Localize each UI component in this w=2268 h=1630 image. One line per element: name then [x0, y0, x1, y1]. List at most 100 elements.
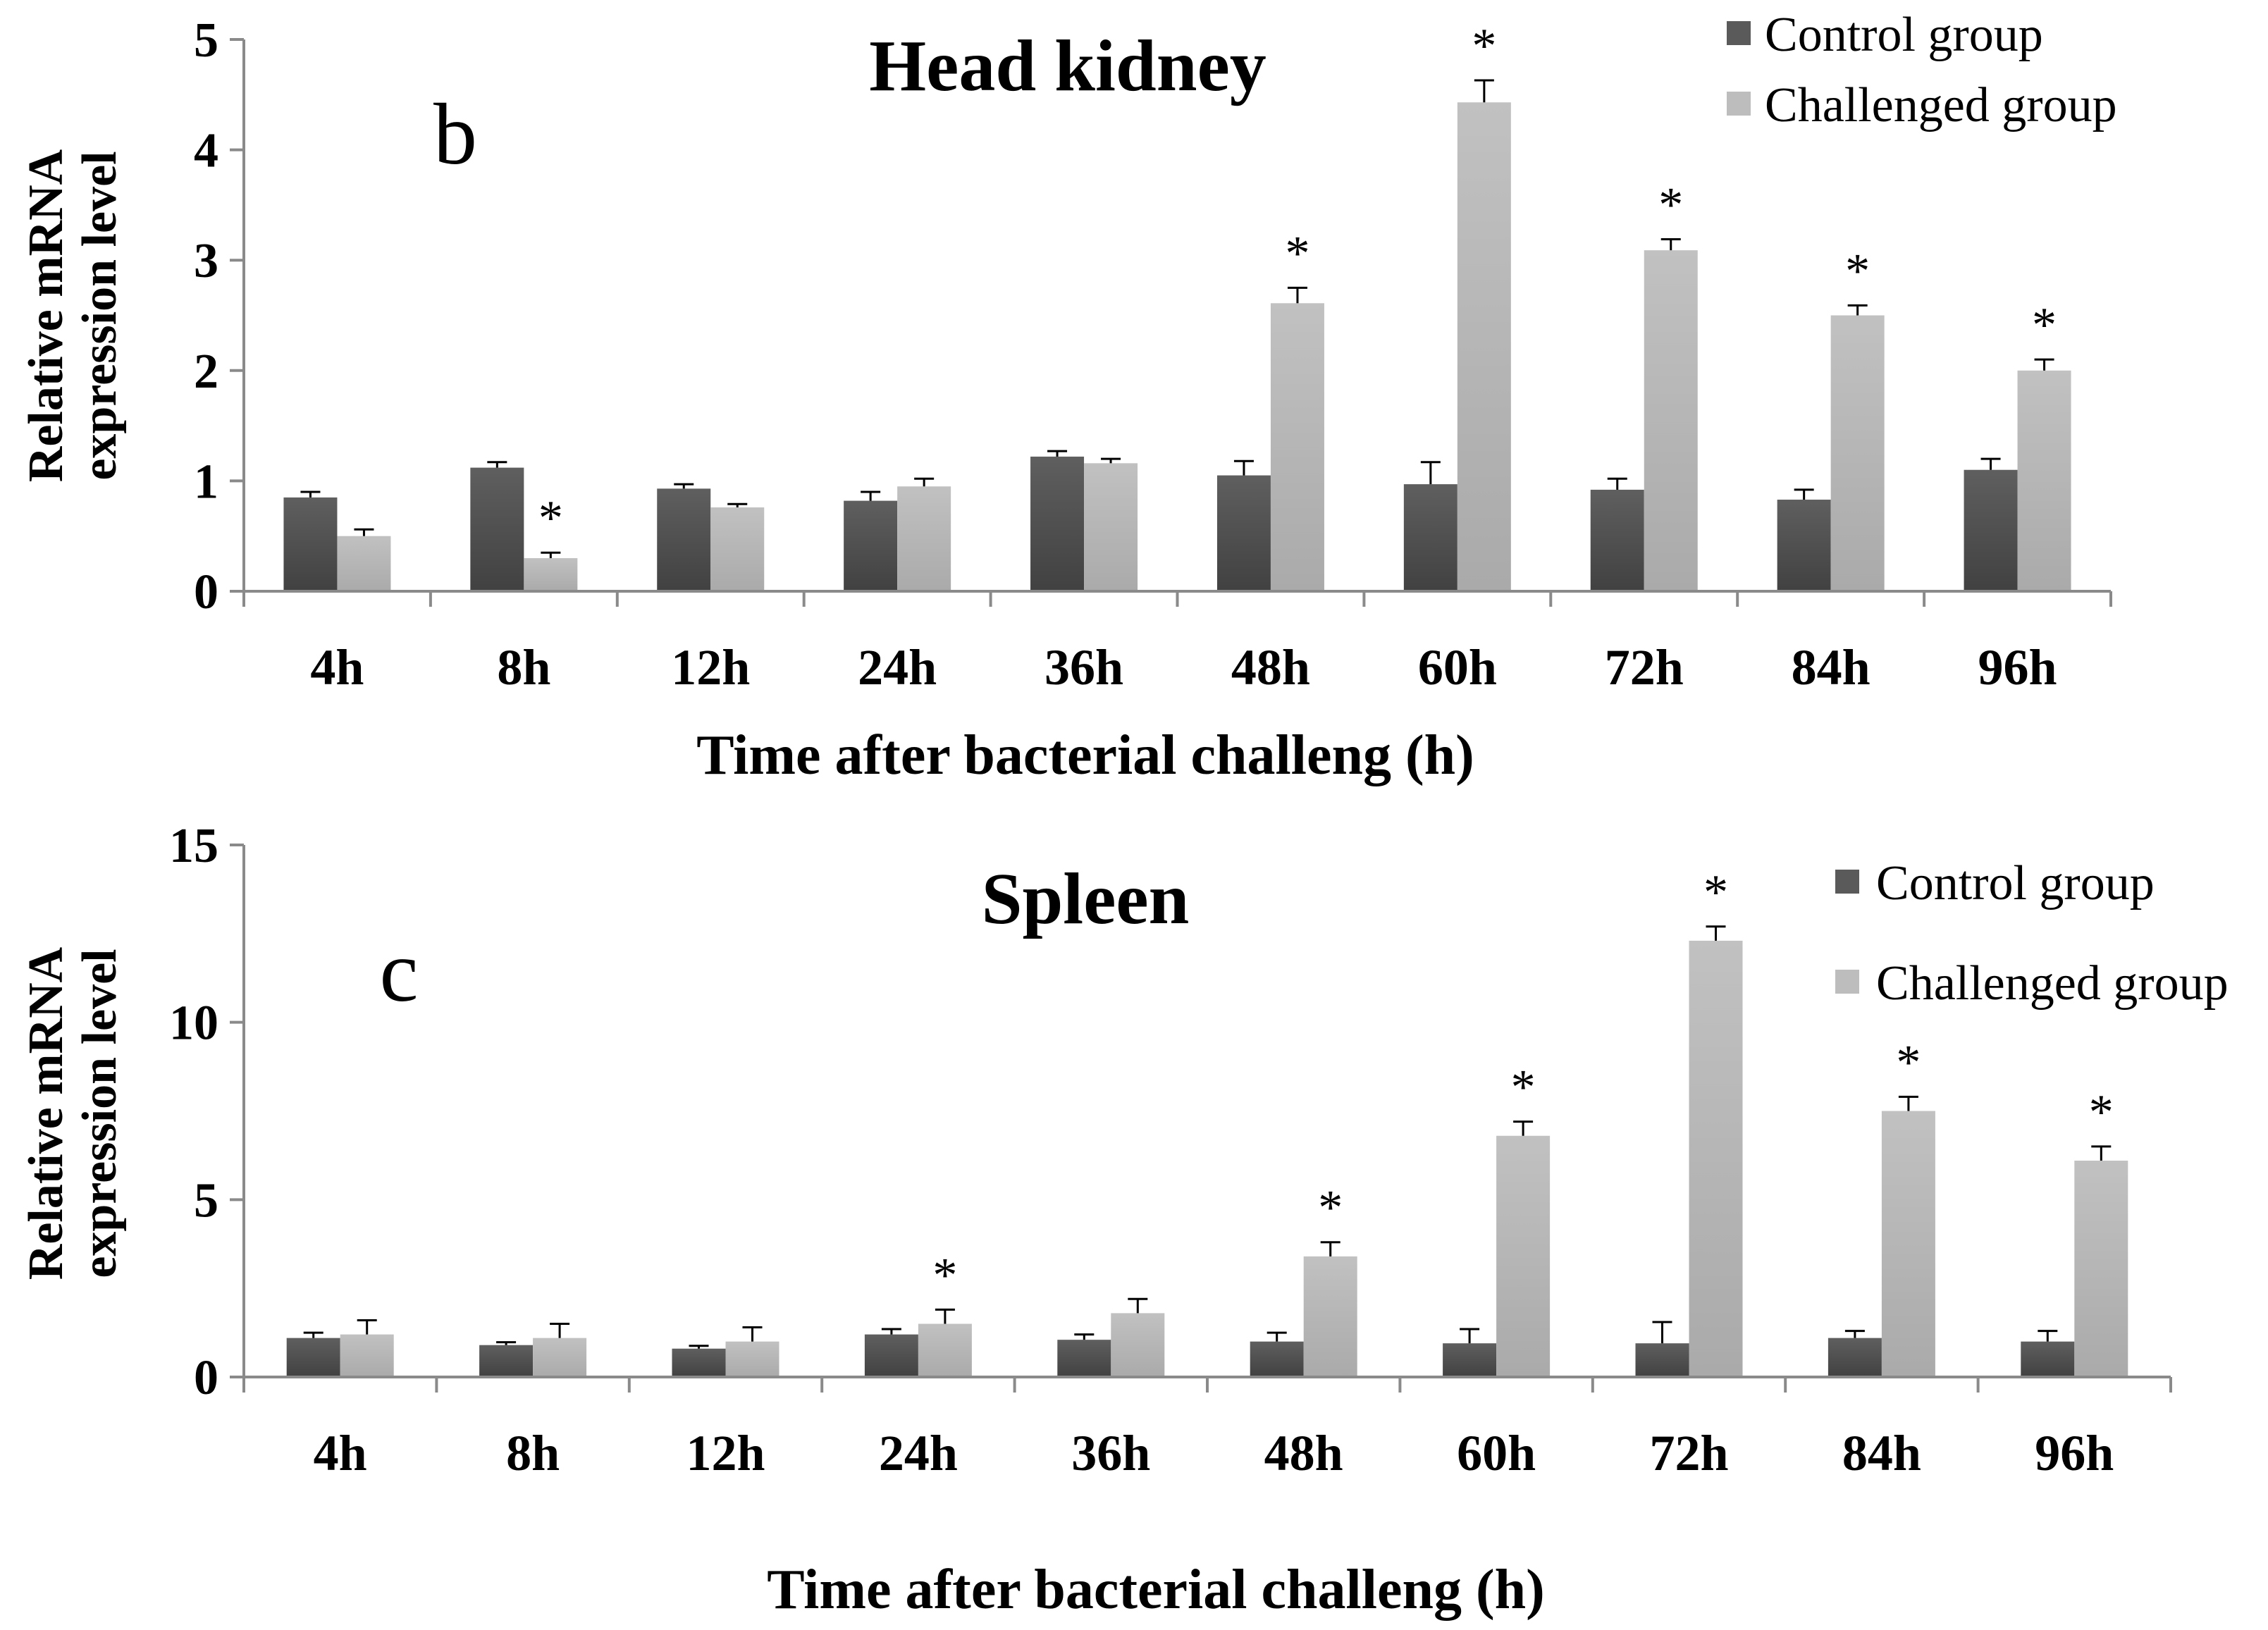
significance-marker-48h: *	[1285, 226, 1309, 280]
legend-swatch-control	[1835, 870, 1859, 894]
x-tick-label: 8h	[506, 1425, 560, 1481]
x-tick-label: 36h	[1071, 1425, 1150, 1481]
bar-control-12h	[657, 488, 711, 591]
bar-control-4h	[286, 1338, 340, 1377]
legend-swatch-challenged	[1727, 92, 1751, 116]
x-tick-label: 72h	[1649, 1425, 1728, 1481]
y-axis-label-line1: Relative mRNA	[19, 149, 73, 482]
bar-control-84h	[1777, 500, 1831, 591]
significance-marker-96h: *	[2089, 1085, 2114, 1140]
y-tick-label: 4	[194, 124, 218, 178]
x-ticks-spleen: 4h 8h 12h 24h 36h 48h 60h 72h 84h 96h	[242, 1377, 2172, 1481]
bar-control-12h	[672, 1348, 726, 1377]
bar-challenged-12h	[725, 1341, 779, 1377]
significance-marker-48h: *	[1318, 1181, 1343, 1235]
y-ticks-spleen: 0 5 10 15	[169, 819, 244, 1405]
bar-control-8h	[470, 467, 524, 591]
bar-control-72h	[1590, 489, 1644, 591]
bar-control-96h	[2021, 1341, 2075, 1377]
y-tick-label: 10	[169, 996, 218, 1051]
significance-marker-96h: *	[2032, 298, 2057, 352]
x-tick-label: 60h	[1418, 639, 1497, 696]
bars-spleen: * * * * * *	[286, 865, 2128, 1377]
x-tick-label: 12h	[686, 1425, 765, 1481]
chart-head-kidney: * * * * * * 0 1 2 3 4 5 4h 8h 12h 24h 36h 48h 60h 72h 84h 9…	[19, 8, 2117, 786]
significance-marker-84h: *	[1845, 244, 1870, 298]
legend-label-control: Control group	[1765, 8, 2043, 62]
y-tick-label: 1	[194, 455, 218, 509]
bar-challenged-12h	[710, 507, 765, 591]
bar-challenged-48h	[1303, 1256, 1357, 1377]
x-tick-label: 36h	[1044, 639, 1123, 696]
bar-challenged-4h	[340, 1334, 394, 1377]
y-axis-label: Relative mRNA expression level	[19, 946, 127, 1280]
x-tick-label: 24h	[879, 1425, 958, 1481]
bar-challenged-84h	[1881, 1111, 1935, 1377]
bar-challenged-24h	[918, 1323, 972, 1377]
legend-swatch-challenged	[1835, 970, 1859, 994]
x-axis-label: Time after bacterial challeng (h)	[767, 1559, 1544, 1621]
legend-label-control: Control group	[1876, 856, 2155, 910]
x-ticks-head-kidney: 4h 8h 12h 24h 36h 48h 60h 72h 84h 96h	[242, 591, 2112, 696]
x-tick-label: 4h	[314, 1425, 367, 1481]
bar-control-72h	[1635, 1343, 1689, 1377]
bar-control-24h	[844, 500, 898, 591]
legend-label-challenged: Challenged group	[1765, 78, 2117, 132]
bar-challenged-72h	[1644, 250, 1698, 591]
x-tick-label: 84h	[1842, 1425, 1921, 1481]
bar-challenged-60h	[1457, 102, 1511, 592]
chart-title: Head kidney	[869, 25, 1266, 106]
bar-challenged-84h	[1830, 315, 1885, 591]
significance-marker-84h: *	[1896, 1035, 1921, 1089]
x-axis-label: Time after bacterial challeng (h)	[696, 724, 1474, 786]
y-tick-label: 15	[169, 819, 218, 873]
bar-control-48h	[1216, 475, 1271, 591]
bar-control-48h	[1250, 1341, 1304, 1377]
chart-spleen: * * * * * * 0 5 10 15 4h 8h 12h 24h 36h 48h 60h 72h 84h 9…	[19, 819, 2229, 1621]
y-ticks-head-kidney: 0 1 2 3 4 5	[194, 13, 244, 619]
x-tick-label: 48h	[1231, 639, 1310, 696]
significance-marker-24h: *	[932, 1248, 957, 1302]
bar-control-4h	[283, 497, 338, 591]
x-tick-label: 8h	[497, 639, 550, 696]
y-tick-label: 5	[194, 1173, 218, 1228]
y-axis-label-line2: expression level	[73, 949, 127, 1278]
bar-control-60h	[1443, 1343, 1497, 1377]
bar-challenged-96h	[2074, 1160, 2128, 1377]
legend-swatch-control	[1727, 21, 1751, 45]
bar-challenged-8h	[533, 1338, 587, 1377]
y-tick-label: 2	[194, 345, 218, 399]
y-tick-label: 5	[194, 13, 218, 68]
x-tick-label: 96h	[2035, 1425, 2114, 1481]
chart-title: Spleen	[982, 858, 1190, 939]
bar-challenged-60h	[1496, 1135, 1551, 1377]
bar-control-36h	[1057, 1340, 1111, 1377]
significance-marker-72h: *	[1658, 178, 1683, 232]
significance-marker-72h: *	[1703, 865, 1728, 920]
legend: Control group Challenged group	[1835, 856, 2229, 1011]
bar-challenged-96h	[2017, 370, 2071, 591]
bar-control-24h	[864, 1334, 918, 1377]
panel-letter: c	[379, 923, 418, 1020]
bar-challenged-36h	[1111, 1313, 1165, 1377]
x-tick-label: 72h	[1605, 639, 1684, 696]
panel-letter: b	[433, 86, 477, 183]
bar-control-36h	[1030, 456, 1085, 591]
bar-control-96h	[1964, 469, 2018, 591]
bar-challenged-8h	[524, 558, 578, 591]
bars-head-kidney: * * * * * *	[283, 19, 2071, 592]
bar-challenged-72h	[1689, 940, 1743, 1377]
legend: Control group Challenged group	[1727, 8, 2117, 132]
bar-challenged-4h	[337, 536, 391, 591]
bar-challenged-36h	[1084, 463, 1138, 591]
legend-label-challenged: Challenged group	[1876, 956, 2229, 1011]
x-tick-label: 60h	[1457, 1425, 1536, 1481]
x-tick-label: 4h	[310, 639, 364, 696]
significance-marker-60h: *	[1472, 19, 1496, 73]
bar-control-84h	[1828, 1338, 1882, 1377]
y-tick-label: 0	[194, 565, 218, 619]
x-tick-label: 96h	[1978, 639, 2057, 696]
x-tick-label: 12h	[671, 639, 750, 696]
x-tick-label: 24h	[858, 639, 937, 696]
